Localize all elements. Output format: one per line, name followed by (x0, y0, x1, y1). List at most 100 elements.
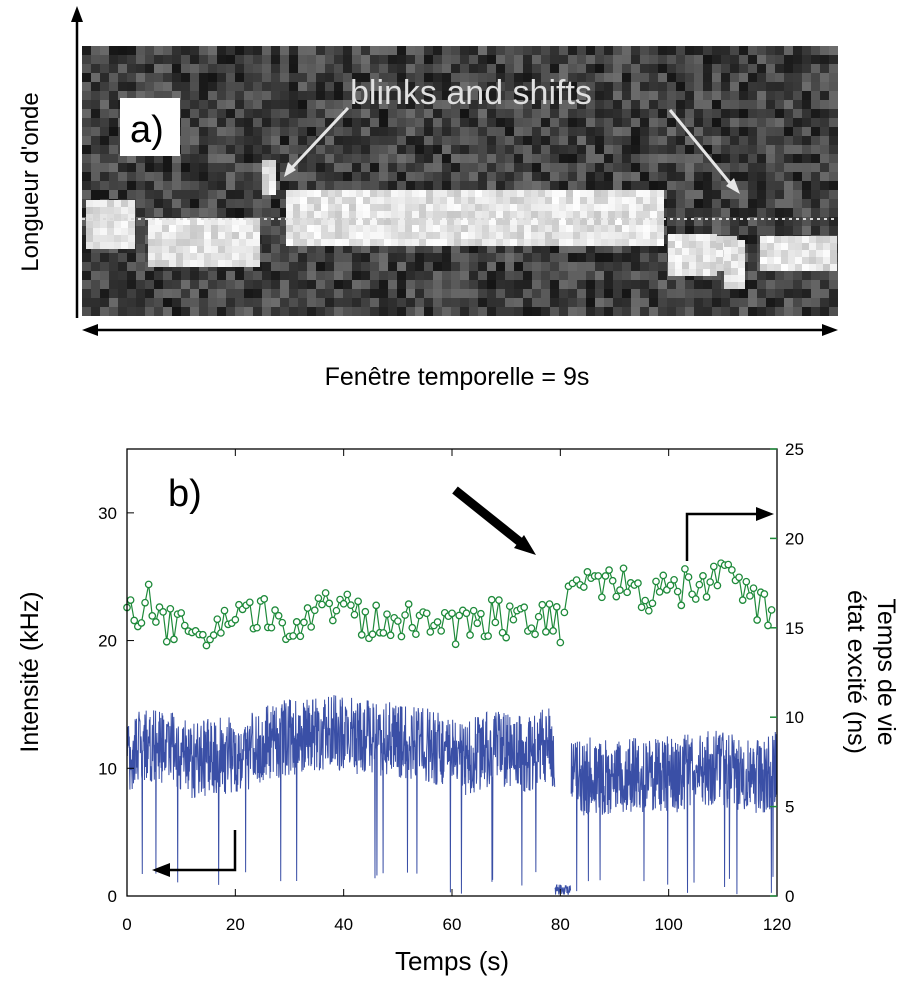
noise-pixel (568, 289, 577, 298)
band-pixel (232, 218, 239, 225)
noise-pixel (397, 253, 406, 262)
noise-pixel (649, 172, 658, 181)
band-pixel (286, 218, 293, 225)
band-pixel (349, 190, 356, 197)
noise-pixel (109, 73, 118, 82)
band-pixel (496, 232, 503, 239)
noise-pixel (343, 136, 352, 145)
band-pixel (269, 181, 276, 188)
band-pixel (342, 204, 349, 211)
noise-pixel (739, 127, 748, 136)
noise-pixel (262, 262, 271, 271)
band-pixel (370, 190, 377, 197)
band-pixel (447, 239, 454, 246)
noise-pixel (361, 289, 370, 298)
noise-pixel (433, 181, 442, 190)
noise-pixel (676, 154, 685, 163)
noise-pixel (181, 199, 190, 208)
noise-pixel (802, 289, 811, 298)
band-pixel (552, 211, 559, 218)
lifetime-point (509, 615, 518, 624)
noise-pixel (604, 172, 613, 181)
noise-pixel (271, 253, 280, 262)
lifetime-point (706, 578, 715, 586)
noise-pixel (802, 100, 811, 109)
band-pixel (328, 218, 335, 225)
noise-pixel (784, 64, 793, 73)
noise-pixel (244, 190, 253, 199)
noise-pixel (199, 181, 208, 190)
noise-pixel (100, 46, 109, 55)
noise-pixel (388, 271, 397, 280)
noise-pixel (766, 298, 775, 307)
band-pixel (93, 228, 100, 235)
noise-pixel (82, 127, 91, 136)
noise-pixel (82, 46, 91, 55)
noise-pixel (667, 298, 676, 307)
band-pixel (510, 211, 517, 218)
noise-pixel (388, 55, 397, 64)
noise-pixel (748, 217, 757, 226)
noise-pixel (280, 298, 289, 307)
band-pixel (503, 197, 510, 204)
band-pixel (703, 262, 710, 269)
band-pixel (629, 190, 636, 197)
noise-pixel (136, 55, 145, 64)
noise-pixel (820, 46, 829, 55)
lifetime-point (579, 583, 588, 591)
noise-pixel (676, 55, 685, 64)
band-pixel (454, 197, 461, 204)
noise-pixel (541, 307, 550, 316)
band-pixel (300, 239, 307, 246)
band-pixel (461, 204, 468, 211)
noise-pixel (514, 298, 523, 307)
noise-pixel (244, 163, 253, 172)
noise-pixel (379, 100, 388, 109)
noise-pixel (271, 46, 280, 55)
band-pixel (433, 225, 440, 232)
noise-pixel (370, 262, 379, 271)
band-pixel (204, 218, 211, 225)
noise-pixel (712, 154, 721, 163)
noise-pixel (739, 208, 748, 217)
band-pixel (218, 239, 225, 246)
lifetime-point (130, 616, 139, 625)
band-pixel (405, 218, 412, 225)
noise-pixel (496, 154, 505, 163)
noise-pixel (595, 244, 604, 253)
noise-pixel (568, 118, 577, 127)
band-pixel (321, 211, 328, 218)
band-pixel (475, 218, 482, 225)
noise-pixel (622, 136, 631, 145)
noise-pixel (739, 235, 748, 244)
noise-pixel (649, 100, 658, 109)
noise-pixel (289, 100, 298, 109)
band-pixel (286, 204, 293, 211)
noise-pixel (703, 163, 712, 172)
noise-pixel (739, 82, 748, 91)
noise-pixel (460, 181, 469, 190)
noise-pixel (406, 244, 415, 253)
band-pixel (246, 246, 253, 253)
band-pixel (454, 218, 461, 225)
band-pixel (128, 221, 135, 228)
band-pixel (314, 225, 321, 232)
lifetime-point (491, 618, 500, 627)
noise-pixel (829, 307, 838, 316)
noise-pixel (172, 307, 181, 316)
noise-pixel (721, 136, 730, 145)
noise-pixel (829, 208, 838, 217)
noise-pixel (595, 298, 604, 307)
noise-pixel (154, 271, 163, 280)
noise-pixel (721, 163, 730, 172)
lifetime-point (328, 616, 337, 625)
band-pixel (293, 232, 300, 239)
noise-pixel (388, 298, 397, 307)
band-pixel (594, 225, 601, 232)
noise-pixel (172, 280, 181, 289)
noise-pixel (775, 145, 784, 154)
band-pixel (155, 225, 162, 232)
noise-pixel (388, 253, 397, 262)
lifetime-point (487, 595, 496, 604)
noise-pixel (676, 46, 685, 55)
